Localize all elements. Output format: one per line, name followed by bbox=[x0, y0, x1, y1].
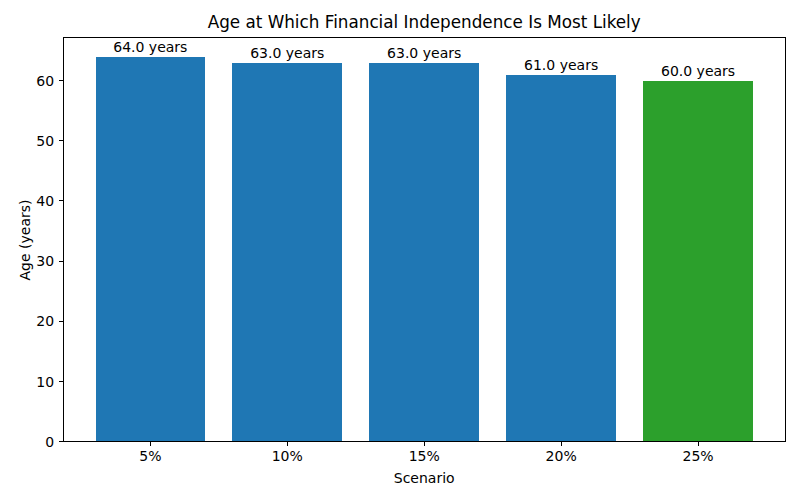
y-tick-label: 60 bbox=[0, 74, 54, 88]
x-tick-label: 20% bbox=[511, 449, 611, 463]
y-tick-mark bbox=[59, 140, 63, 141]
y-tick-label: 10 bbox=[0, 375, 54, 389]
x-tick-label: 5% bbox=[100, 449, 200, 463]
plot-area bbox=[63, 37, 786, 441]
x-tick-mark bbox=[150, 442, 151, 446]
bar-chart-figure: Age at Which Financial Independence Is M… bbox=[0, 0, 800, 500]
bar-value-label: 61.0 years bbox=[501, 58, 621, 72]
x-tick-label: 25% bbox=[648, 449, 748, 463]
y-tick-mark bbox=[59, 381, 63, 382]
x-tick-label: 15% bbox=[374, 449, 474, 463]
y-tick-mark bbox=[59, 321, 63, 322]
y-tick-label: 30 bbox=[0, 254, 54, 268]
chart-title: Age at Which Financial Independence Is M… bbox=[63, 12, 786, 32]
x-tick-mark bbox=[561, 442, 562, 446]
y-tick-mark bbox=[59, 80, 63, 81]
bar-value-label: 63.0 years bbox=[227, 46, 347, 60]
y-tick-label: 20 bbox=[0, 314, 54, 328]
x-tick-mark bbox=[698, 442, 699, 446]
bar-value-label: 64.0 years bbox=[90, 40, 210, 54]
bar-value-label: 60.0 years bbox=[638, 64, 758, 78]
x-tick-label: 10% bbox=[237, 449, 337, 463]
y-tick-mark bbox=[59, 200, 63, 201]
x-axis-label: Scenario bbox=[364, 470, 484, 486]
y-tick-label: 0 bbox=[0, 435, 54, 449]
x-tick-mark bbox=[287, 442, 288, 446]
bar-value-label: 63.0 years bbox=[364, 46, 484, 60]
y-tick-label: 50 bbox=[0, 134, 54, 148]
y-tick-mark bbox=[59, 441, 63, 442]
y-tick-mark bbox=[59, 261, 63, 262]
x-tick-mark bbox=[424, 442, 425, 446]
y-tick-label: 40 bbox=[0, 194, 54, 208]
